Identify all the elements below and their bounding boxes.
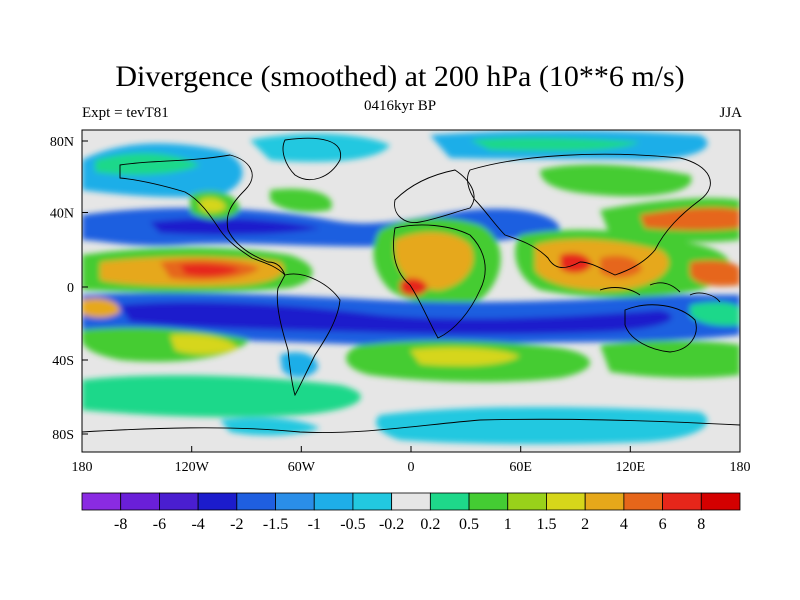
colorbar-label: -0.5: [340, 516, 365, 533]
colorbar-box: [236, 492, 276, 511]
y-tick-label: 80S: [52, 428, 74, 443]
field-region: [600, 340, 740, 378]
greenland-coast: [282, 137, 342, 180]
indonesia-islands: [599, 282, 721, 303]
colorbar-box: [391, 492, 431, 511]
field-region: [270, 188, 332, 212]
colorbar-box: [623, 492, 663, 511]
field-region: [560, 253, 592, 273]
x-tick-label: 60W: [288, 460, 316, 475]
colorbar-box: [120, 492, 160, 511]
field-region: [150, 218, 320, 235]
field-region: [170, 334, 238, 355]
colorbar-box: [584, 492, 625, 511]
field-region: [200, 197, 226, 213]
x-tick-labels: 180 120W 60W 0 60E 120E 180: [72, 460, 751, 475]
asia-coast: [467, 153, 711, 276]
coastlines: [82, 137, 740, 433]
x-tick-label: 120E: [616, 460, 646, 475]
antarctica-coast: [82, 418, 740, 433]
europe-coast: [394, 169, 475, 223]
y-tick-label: 0: [67, 281, 74, 296]
colorbar-label: 8: [697, 516, 705, 533]
x-tick-label: 60E: [509, 460, 532, 475]
x-tick-label: 180: [72, 460, 93, 475]
field-region: [640, 207, 740, 231]
colorbar-box: [313, 492, 354, 511]
colorbar-box: [197, 492, 238, 511]
y-tick-label: 80N: [50, 135, 74, 150]
field-region: [470, 137, 640, 152]
field-region: [220, 417, 320, 436]
field-region: [395, 232, 474, 290]
y-tick-label: 40N: [50, 207, 74, 222]
colorbar-label: 0.2: [420, 516, 440, 533]
colorbar-label: -8: [114, 516, 127, 533]
australia-coast: [624, 304, 697, 353]
time-label: 0416kyr BP: [363, 98, 437, 114]
colorbar-label: 4: [620, 516, 628, 533]
field-region: [280, 352, 318, 378]
field-region: [180, 263, 240, 277]
colorbar-label: 2: [581, 516, 589, 533]
colorbar-label: -4: [191, 516, 204, 533]
colorbar-box: [429, 492, 470, 511]
colorbar-box: [507, 492, 547, 511]
colorbar-box: [700, 492, 741, 511]
colorbar-label: -1: [308, 516, 321, 533]
colorbar-label: 6: [659, 516, 667, 533]
colorbar-box: [81, 492, 122, 511]
field-region: [95, 153, 200, 176]
colorbar-label: -6: [153, 516, 166, 533]
africa-coast: [393, 224, 486, 339]
colorbar-box: [159, 492, 199, 511]
x-tick-marks: [81, 446, 741, 452]
colorbar-box: [275, 492, 315, 511]
field-region: [540, 164, 692, 197]
x-tick-label: 120W: [175, 460, 210, 475]
colorbar-labels: -8 -6 -4 -2 -1.5 -1 -0.5 -0.2 0.2 0.5 1 1.5 2 4 6 8: [114, 516, 705, 533]
colorbar-label: -1.5: [263, 516, 288, 533]
colorbar: [81, 492, 741, 511]
field-region: [120, 302, 672, 335]
field-region: [376, 407, 708, 445]
colorbar-label: -2: [230, 516, 243, 533]
colorbar-box: [662, 492, 702, 511]
colorbar-box: [352, 492, 393, 511]
colorbar-label: 1.5: [536, 516, 556, 533]
colorbar-label: 0.5: [459, 516, 479, 533]
map-title: Divergence (smoothed) at 200 hPa (10**6 …: [115, 60, 685, 93]
colorbar-label: 1: [504, 516, 512, 533]
season-label: JJA: [719, 105, 742, 121]
y-tick-marks: [82, 140, 88, 435]
south-america-coast: [276, 273, 341, 397]
x-tick-label: 0: [408, 460, 415, 475]
divergence-field: [82, 130, 740, 452]
field-region: [690, 260, 740, 287]
y-tick-labels: 80N 40N 0 40S 80S: [50, 135, 74, 443]
experiment-label: Expt = tevT81: [82, 105, 169, 121]
field-region: [82, 375, 361, 418]
field-region: [690, 302, 740, 326]
y-tick-label: 40S: [52, 354, 74, 369]
colorbar-label: -0.2: [379, 516, 404, 533]
colorbar-box: [546, 492, 586, 511]
x-tick-label: 180: [730, 460, 751, 475]
field-region: [410, 347, 520, 366]
field-region: [600, 255, 642, 278]
north-america-coast: [119, 154, 286, 276]
colorbar-box: [468, 492, 509, 511]
field-region: [82, 298, 120, 318]
